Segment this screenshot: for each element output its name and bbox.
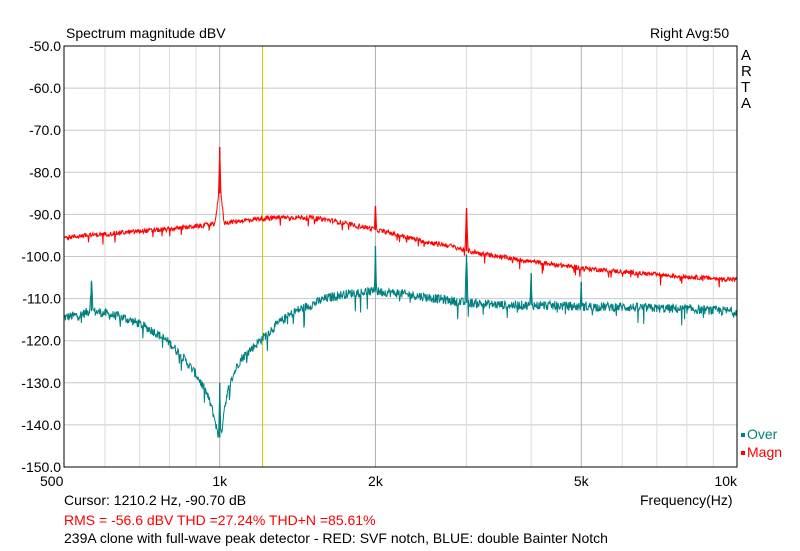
chart-caption: 239A clone with full-wave peak detector … xyxy=(64,530,608,546)
y-tick-label: -150.0 xyxy=(21,459,61,475)
y-tick-label: -110.0 xyxy=(22,291,61,307)
x-tick-labels: 500 1k 2k 5k 10k xyxy=(40,473,738,489)
plot-frame xyxy=(63,45,738,468)
series-layer xyxy=(63,147,738,438)
channel-info: Right Avg:50 xyxy=(650,25,730,41)
x-tick-label: 2k xyxy=(368,473,384,489)
legend-magn-swatch xyxy=(741,451,745,456)
brand-letter-a: A xyxy=(741,47,752,64)
y-tick-label: -90.0 xyxy=(29,206,61,222)
y-tick-label: -60.0 xyxy=(29,80,61,96)
y-tick-label: -50.0 xyxy=(29,38,61,54)
x-tick-label: 10k xyxy=(714,473,738,489)
legend-magn: Magn xyxy=(741,444,782,460)
chart-title: Spectrum magnitude dBV xyxy=(66,25,226,41)
brand-letter-t: T xyxy=(741,79,751,96)
y-tick-label: -120.0 xyxy=(21,333,61,349)
x-tick-label: 500 xyxy=(40,473,64,489)
brand-letter-r: R xyxy=(741,63,752,80)
brand-letter-a2: A xyxy=(741,95,752,112)
x-tick-label: 5k xyxy=(574,473,590,489)
legend-over: Over xyxy=(741,426,777,442)
legend-over-label: Over xyxy=(747,426,778,442)
y-tick-label: -70.0 xyxy=(29,122,61,138)
y-tick-label: -140.0 xyxy=(21,417,61,433)
legend-over-swatch xyxy=(741,433,745,438)
y-tick-label: -80.0 xyxy=(29,164,61,180)
y-tick-label: -100.0 xyxy=(21,249,61,265)
series-line-over xyxy=(63,250,738,438)
grid-lines xyxy=(63,45,738,468)
y-tick-labels: -50.0 -60.0 -70.0 -80.0 -90.0 -100.0 -110.0 -12… xyxy=(21,38,61,475)
legend-magn-label: Magn xyxy=(747,444,783,460)
x-tick-label: 1k xyxy=(212,473,228,489)
measurement-readout: RMS = -56.6 dBV THD =27.24% THD+N =85.61… xyxy=(64,512,376,528)
x-axis-label: Frequency(Hz) xyxy=(640,492,733,508)
cursor-readout: Cursor: 1210.2 Hz, -90.70 dB xyxy=(64,492,247,508)
y-tick-label: -130.0 xyxy=(21,375,61,391)
series-line-magn xyxy=(63,147,738,288)
